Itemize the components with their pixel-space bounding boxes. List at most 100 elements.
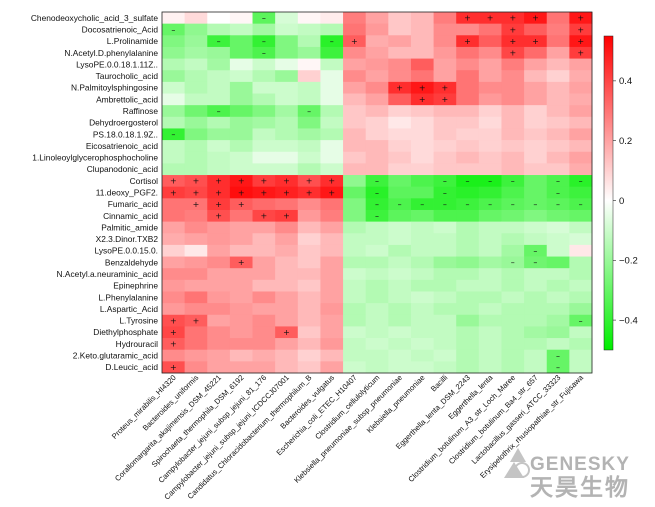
heatmap-cell: [207, 70, 231, 83]
heatmap-cell: [207, 256, 231, 269]
heatmap-cell: [456, 116, 480, 129]
heatmap-cell: [433, 244, 457, 257]
heatmap-cell: [478, 175, 502, 188]
heatmap-cell: [524, 81, 548, 94]
heatmap-cell: [297, 58, 321, 71]
significance-marks: – + + + + + – + + – – – + + + + + – + + + + + + + – – – + + + + + + + + – – – –…: [170, 14, 584, 372]
heatmap-cell: [162, 93, 186, 106]
heatmap-cell: [365, 23, 389, 36]
heatmap-cell: [388, 58, 412, 71]
heatmap-cell: [275, 116, 299, 129]
heatmap-cell: [343, 116, 367, 129]
heatmap-cell: [546, 140, 570, 153]
heatmap-cell: [546, 58, 570, 71]
heatmap-cell: [207, 279, 231, 292]
row-labels: Chenodeoxycholic_acid_3_sulfateDocosatri…: [31, 13, 158, 372]
heatmap-cell: [320, 23, 344, 36]
heatmap-cell: [162, 163, 186, 176]
heatmap-cell: [569, 175, 593, 188]
heatmap-cell: [162, 12, 186, 25]
row-label: L.Phenylalanine: [98, 292, 158, 302]
heatmap-cell: [388, 198, 412, 211]
significance-mark: +: [464, 14, 471, 23]
significance-mark: +: [509, 37, 516, 46]
heatmap-cell: [184, 140, 208, 153]
heatmap-cell: [456, 128, 480, 141]
heatmap-cell: [275, 338, 299, 351]
heatmap-cell: [365, 12, 389, 25]
heatmap-cell: [207, 93, 231, 106]
heatmap-cell: [365, 361, 389, 374]
significance-mark: –: [556, 188, 560, 197]
significance-mark: +: [306, 177, 313, 186]
heatmap-cell: [162, 291, 186, 304]
heatmap-cell: [275, 151, 299, 164]
heatmap-cell: [478, 70, 502, 83]
row-label: Ambrettolic_acid: [96, 94, 158, 104]
heatmap-cell: [184, 244, 208, 257]
significance-mark: –: [579, 200, 583, 209]
heatmap-cell: [184, 151, 208, 164]
heatmap-cell: [569, 12, 593, 25]
heatmap-cell: [297, 279, 321, 292]
heatmap-cell: [184, 221, 208, 234]
heatmap-cell: [501, 46, 525, 59]
heatmap-cell: [433, 233, 457, 246]
heatmap-cell: [184, 128, 208, 141]
heatmap-cell: [410, 70, 434, 83]
significance-mark: +: [509, 14, 516, 23]
heatmap-cell: [410, 116, 434, 129]
heatmap-cell: [524, 58, 548, 71]
heatmap-cell: [546, 303, 570, 316]
heatmap-cell: [501, 338, 525, 351]
heatmap-cell: [297, 116, 321, 129]
heatmap-cell: [343, 151, 367, 164]
row-label: D.Leucic_acid: [105, 362, 158, 372]
significance-mark: –: [375, 200, 379, 209]
heatmap-cell: [297, 105, 321, 118]
heatmap-cell: [252, 291, 276, 304]
heatmap-cell: [365, 221, 389, 234]
row-label: 11.deoxy_PGF2.: [96, 188, 158, 198]
heatmap-cell: [343, 349, 367, 362]
heatmap-cell: [478, 81, 502, 94]
heatmap-cell: [320, 105, 344, 118]
heatmap-cell: [410, 291, 434, 304]
heatmap-cell: [546, 70, 570, 83]
row-label: L.Prolinamide: [107, 36, 159, 46]
heatmap-cell: [546, 81, 570, 94]
column-label: Bacilli: [429, 373, 450, 394]
heatmap-cell: [275, 70, 299, 83]
heatmap-cell: [433, 291, 457, 304]
heatmap-cell: [456, 12, 480, 25]
significance-mark: +: [509, 49, 516, 58]
heatmap-cell: [365, 151, 389, 164]
heatmap-cell: [229, 198, 253, 211]
heatmap-cell: [320, 93, 344, 106]
heatmap-cell: [388, 140, 412, 153]
heatmap-cell: [410, 198, 434, 211]
heatmap-cell: [501, 81, 525, 94]
heatmap-cell: [410, 361, 434, 374]
heatmap-cell: [252, 35, 276, 48]
color-legend-tick-label: −0.4: [619, 315, 638, 326]
heatmap-cell: [162, 268, 186, 281]
significance-mark: +: [170, 328, 177, 337]
heatmap-cell: [546, 338, 570, 351]
heatmap-cell: [343, 268, 367, 281]
heatmap-cell: [320, 116, 344, 129]
column-labels: Proteus_mirabilis_HI4320Bacteroides_unif…: [110, 373, 586, 502]
heatmap-cell: [229, 314, 253, 327]
heatmap-cell: [569, 291, 593, 304]
heatmap-cell: [478, 35, 502, 48]
heatmap-cell: [343, 70, 367, 83]
row-label: N.Acetyl.a.neuraminic_acid: [57, 269, 159, 279]
heatmap-cell: [207, 23, 231, 36]
heatmap-cell: [297, 46, 321, 59]
heatmap-cell: [501, 209, 525, 223]
heatmap-cell: [297, 128, 321, 141]
heatmap-cell: [478, 151, 502, 164]
heatmap-cell: [410, 314, 434, 327]
row-label: Chenodeoxycholic_acid_3_sulfate: [31, 13, 158, 23]
